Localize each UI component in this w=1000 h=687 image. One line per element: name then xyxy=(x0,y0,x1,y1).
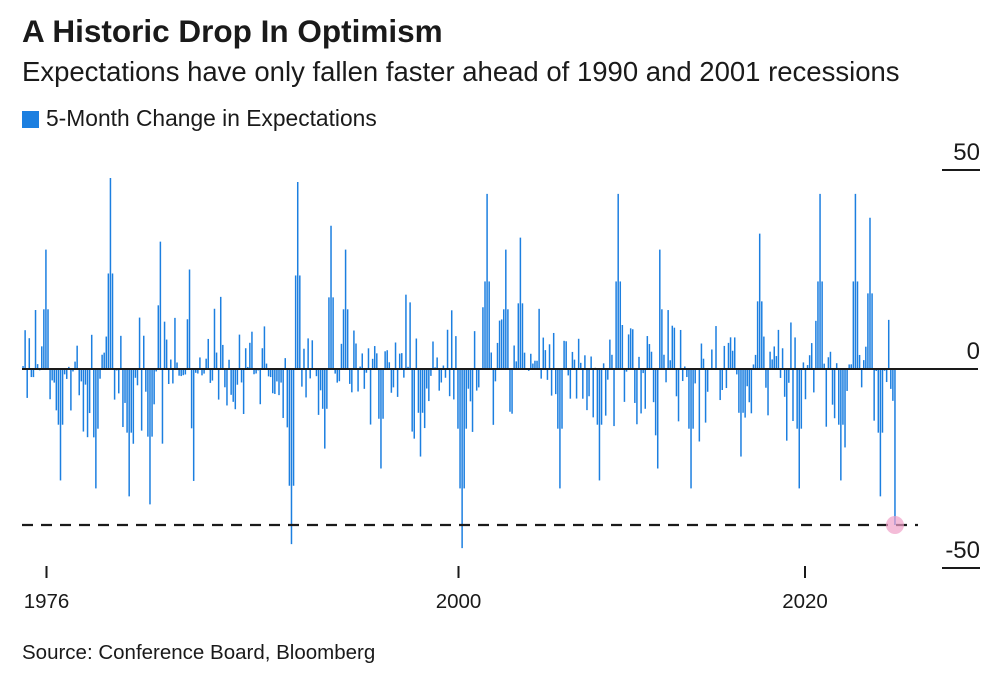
svg-text:2000: 2000 xyxy=(436,590,482,613)
svg-text:0: 0 xyxy=(967,338,980,365)
svg-text:-50: -50 xyxy=(945,537,980,564)
svg-text:50: 50 xyxy=(953,139,980,166)
svg-text:2020: 2020 xyxy=(782,590,828,613)
svg-text:1976: 1976 xyxy=(24,590,70,613)
